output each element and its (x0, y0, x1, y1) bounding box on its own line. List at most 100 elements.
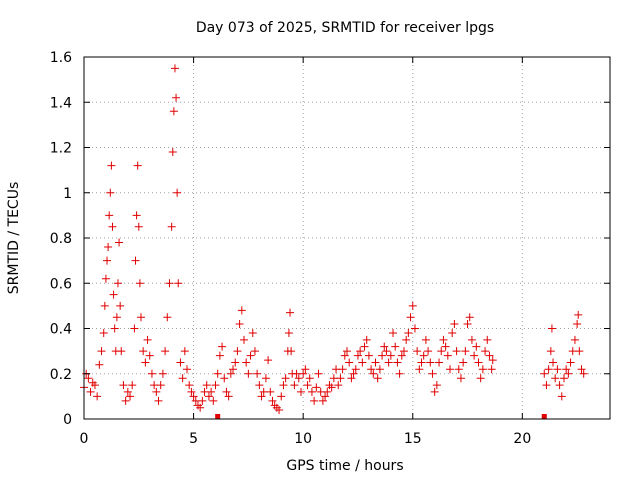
data-point (167, 222, 176, 231)
data-point (351, 365, 360, 374)
data-point (270, 401, 279, 410)
data-point (279, 381, 288, 390)
data-point (364, 351, 373, 360)
data-point (121, 396, 130, 405)
data-point (303, 381, 312, 390)
data-point (257, 392, 266, 401)
data-point (224, 392, 233, 401)
data-point (301, 365, 310, 374)
data-point (312, 383, 321, 392)
data-point (189, 392, 198, 401)
data-point (172, 93, 181, 102)
data-point (408, 301, 417, 310)
data-point (323, 387, 332, 396)
data-point (353, 351, 362, 360)
data-point (547, 324, 556, 333)
data-point (574, 310, 583, 319)
data-point (544, 365, 553, 374)
data-point (465, 313, 474, 322)
data-point (389, 329, 398, 338)
data-point (215, 351, 224, 360)
data-point (145, 351, 154, 360)
data-point (272, 403, 281, 412)
data-point (193, 401, 202, 410)
data-point (415, 365, 424, 374)
data-point (338, 365, 347, 374)
data-point (246, 351, 255, 360)
data-point (112, 313, 121, 322)
data-point (152, 387, 161, 396)
data-point (406, 313, 415, 322)
data-point (244, 369, 253, 378)
data-point (113, 279, 122, 288)
data-point (349, 369, 358, 378)
data-point (277, 392, 286, 401)
data-point (441, 342, 450, 351)
data-point (551, 374, 560, 383)
data-point (443, 351, 452, 360)
data-point (549, 358, 558, 367)
grid (84, 57, 610, 419)
data-point (542, 381, 551, 390)
data-point (459, 358, 468, 367)
gap-marker (541, 414, 547, 419)
data-point (126, 392, 135, 401)
data-point (428, 369, 437, 378)
data-point (101, 274, 110, 283)
data-point (108, 222, 117, 231)
data-point (183, 365, 192, 374)
data-point (485, 351, 494, 360)
data-point (100, 301, 109, 310)
data-point (95, 360, 104, 369)
data-point (395, 369, 404, 378)
data-point (231, 358, 240, 367)
data-point (106, 188, 115, 197)
data-point (487, 365, 496, 374)
data-point (454, 365, 463, 374)
data-point (250, 347, 259, 356)
data-point (481, 347, 490, 356)
data-point (90, 381, 99, 390)
data-point (410, 324, 419, 333)
data-point (345, 358, 354, 367)
data-point (220, 374, 229, 383)
data-point (253, 369, 262, 378)
data-point (566, 358, 575, 367)
data-point (386, 351, 395, 360)
data-point (158, 369, 167, 378)
data-point (369, 369, 378, 378)
data-point (478, 365, 487, 374)
data-point (358, 358, 367, 367)
data-point (296, 387, 305, 396)
data-point (185, 381, 194, 390)
data-point (170, 64, 179, 73)
data-point (437, 347, 446, 356)
data-point (373, 374, 382, 383)
data-point (393, 358, 402, 367)
data-point (286, 308, 295, 317)
data-point (397, 351, 406, 360)
data-point (421, 335, 430, 344)
data-point (562, 365, 571, 374)
data-point (375, 365, 384, 374)
data-point (161, 347, 170, 356)
data-point (340, 351, 349, 360)
data-point (305, 374, 314, 383)
data-point (109, 290, 118, 299)
y-tick-label: 0.4 (50, 322, 72, 338)
data-point (417, 358, 426, 367)
data-point (413, 347, 422, 356)
data-point (557, 392, 566, 401)
data-point (119, 381, 128, 390)
data-point (575, 347, 584, 356)
data-point (248, 329, 257, 338)
data-point (268, 396, 277, 405)
data-point (371, 358, 380, 367)
data-point (134, 222, 143, 231)
gap-markers (215, 414, 547, 419)
data-point (540, 369, 549, 378)
data-point (135, 279, 144, 288)
y-tick-label: 1.4 (50, 95, 72, 111)
data-point (334, 381, 343, 390)
data-points (80, 64, 588, 414)
